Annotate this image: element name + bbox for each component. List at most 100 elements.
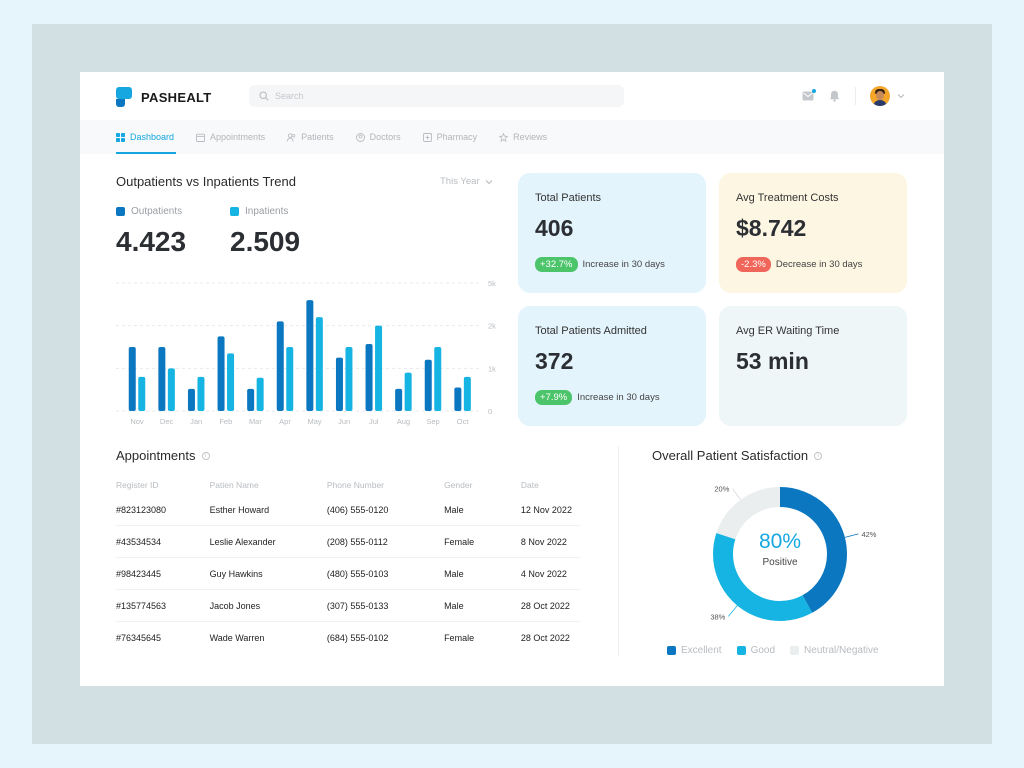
bar-outpatients-feb[interactable] bbox=[217, 336, 225, 411]
bar-inpatients-dec[interactable] bbox=[167, 368, 175, 411]
stat-card-avg-treatment-costs[interactable]: Avg Treatment Costs $8.742 -2.3% Decreas… bbox=[719, 173, 907, 293]
bar-outpatients-oct[interactable] bbox=[454, 387, 462, 411]
bar-inpatients-sep[interactable] bbox=[434, 347, 442, 411]
cell-date: 28 Oct 2022 bbox=[520, 633, 570, 643]
change-note: Increase in 30 days bbox=[582, 259, 665, 270]
cell-phone: (406) 555-0120 bbox=[326, 504, 389, 515]
x-tick-label: Aug bbox=[397, 417, 410, 426]
tab-label: Appointments bbox=[210, 132, 266, 142]
donut-center-value: 80% bbox=[759, 530, 801, 553]
cell-gender: Female bbox=[444, 633, 475, 643]
bar-inpatients-mar[interactable] bbox=[256, 377, 264, 411]
tab-label: Doctors bbox=[369, 132, 401, 142]
bar-outpatients-may[interactable] bbox=[306, 300, 314, 411]
bar-inpatients-apr[interactable] bbox=[286, 347, 294, 411]
notification-dot bbox=[812, 89, 816, 93]
stat-value: 406 bbox=[535, 215, 574, 241]
bar-inpatients-may[interactable] bbox=[315, 317, 323, 411]
x-tick-label: Jul bbox=[369, 417, 379, 426]
stat-label: Avg Treatment Costs bbox=[736, 192, 839, 204]
cell-patient-name: Jacob Jones bbox=[209, 600, 261, 611]
change-note: Increase in 30 days bbox=[577, 392, 660, 403]
cell-date: 8 Nov 2022 bbox=[520, 536, 567, 547]
cell-date: 28 Oct 2022 bbox=[520, 600, 570, 611]
column-header: Register ID bbox=[116, 480, 159, 490]
bar-inpatients-nov[interactable] bbox=[138, 376, 146, 411]
bar-outpatients-dec[interactable] bbox=[158, 347, 166, 411]
cell-register-id: #98423445 bbox=[116, 568, 162, 579]
stat-value: 53 min bbox=[736, 348, 809, 374]
bar-outpatients-nov[interactable] bbox=[128, 347, 136, 411]
tab-label: Reviews bbox=[513, 132, 548, 142]
bar-inpatients-aug[interactable] bbox=[404, 372, 412, 411]
section-title: Overall Patient Satisfaction bbox=[652, 448, 809, 463]
user-avatar[interactable] bbox=[870, 86, 890, 106]
bar-inpatients-jul[interactable] bbox=[375, 325, 383, 411]
search-bar[interactable] bbox=[249, 85, 624, 107]
x-tick-label: Feb bbox=[219, 417, 232, 426]
legend-item-good: Good bbox=[736, 645, 776, 656]
appointments-title: Appointments i bbox=[116, 448, 210, 463]
bar-inpatients-jun[interactable] bbox=[345, 347, 353, 411]
tab-label: Dashboard bbox=[130, 132, 175, 142]
y-tick-label: 5k bbox=[488, 279, 496, 288]
dashboard-card: PASHEALT Dashboard Appointments bbox=[80, 72, 944, 686]
table-row[interactable]: #823123080 Esther Howard (406) 555-0120 … bbox=[116, 494, 580, 526]
donut-segment-good[interactable] bbox=[713, 487, 847, 621]
table-row[interactable]: #98423445 Guy Hawkins (480) 555-0103 Mal… bbox=[116, 558, 580, 590]
x-tick-label: Dec bbox=[160, 417, 174, 426]
mail-icon bbox=[802, 91, 814, 101]
x-tick-label: Sep bbox=[426, 417, 439, 426]
tab-dashboard[interactable]: Dashboard bbox=[116, 120, 177, 154]
search-input[interactable] bbox=[275, 91, 595, 101]
legend-label: Inpatients bbox=[245, 206, 289, 217]
tab-doctors[interactable]: Doctors bbox=[355, 120, 401, 154]
stat-card-er-waiting-time[interactable]: Avg ER Waiting Time 53 min bbox=[719, 306, 907, 426]
tab-reviews[interactable]: Reviews bbox=[499, 120, 547, 154]
legend-label: Good bbox=[750, 645, 776, 656]
stat-card-total-patients[interactable]: Total Patients 406 +32.7% Increase in 30… bbox=[518, 173, 706, 293]
profile-menu-button[interactable] bbox=[894, 89, 908, 103]
donut-segment-neutral-negative[interactable] bbox=[713, 487, 847, 621]
cell-date: 4 Nov 2022 bbox=[520, 568, 567, 579]
donut-ring bbox=[713, 487, 847, 621]
bar-outpatients-mar[interactable] bbox=[247, 388, 255, 411]
chevron-down-icon bbox=[897, 94, 905, 99]
brand-logo[interactable]: PASHEALT bbox=[116, 87, 212, 107]
mail-button[interactable] bbox=[801, 89, 816, 103]
cell-patient-name: Wade Warren bbox=[209, 633, 265, 643]
info-icon[interactable]: i bbox=[201, 451, 210, 460]
donut-segment-label: 42% bbox=[861, 530, 876, 539]
bar-outpatients-aug[interactable] bbox=[395, 388, 403, 411]
x-tick-label: Mar bbox=[249, 417, 262, 426]
stat-change: +32.7% Increase in 30 days bbox=[535, 257, 665, 272]
bar-outpatients-jan[interactable] bbox=[187, 388, 195, 411]
table-row[interactable]: #76345645 Wade Warren (684) 555-0102 Fem… bbox=[116, 622, 580, 654]
legend-swatch bbox=[736, 646, 746, 655]
period-dropdown[interactable]: This Year bbox=[440, 176, 493, 187]
tab-patients[interactable]: Patients bbox=[287, 120, 334, 154]
cell-phone: (480) 555-0103 bbox=[326, 568, 389, 579]
donut-leader-line bbox=[844, 533, 859, 538]
bar-inpatients-oct[interactable] bbox=[463, 376, 471, 411]
table-row[interactable]: #135774563 Jacob Jones (307) 555-0133 Ma… bbox=[116, 590, 580, 622]
cell-gender: Male bbox=[444, 568, 464, 579]
stat-card-patients-admitted[interactable]: Total Patients Admitted 372 +7.9% Increa… bbox=[518, 306, 706, 426]
y-tick-label: 2k bbox=[488, 322, 496, 331]
bar-outpatients-jul[interactable] bbox=[365, 344, 373, 411]
brand-name: PASHEALT bbox=[141, 89, 212, 105]
bar-inpatients-feb[interactable] bbox=[227, 353, 235, 411]
cell-date: 12 Nov 2022 bbox=[520, 504, 572, 515]
bar-outpatients-jun[interactable] bbox=[335, 357, 343, 411]
bar-outpatients-sep[interactable] bbox=[424, 359, 432, 411]
cell-patient-name: Esther Howard bbox=[209, 504, 270, 515]
bar-inpatients-jan[interactable] bbox=[197, 376, 205, 411]
tab-pharmacy[interactable]: Pharmacy bbox=[422, 120, 477, 154]
notifications-button[interactable] bbox=[827, 89, 841, 103]
info-icon[interactable]: i bbox=[814, 451, 823, 460]
column-header: Patien Name bbox=[209, 480, 259, 490]
logo-icon bbox=[116, 87, 132, 107]
table-row[interactable]: #43534534 Leslie Alexander (208) 555-011… bbox=[116, 526, 580, 558]
tab-appointments[interactable]: Appointments bbox=[196, 120, 265, 154]
bar-outpatients-apr[interactable] bbox=[276, 321, 284, 411]
